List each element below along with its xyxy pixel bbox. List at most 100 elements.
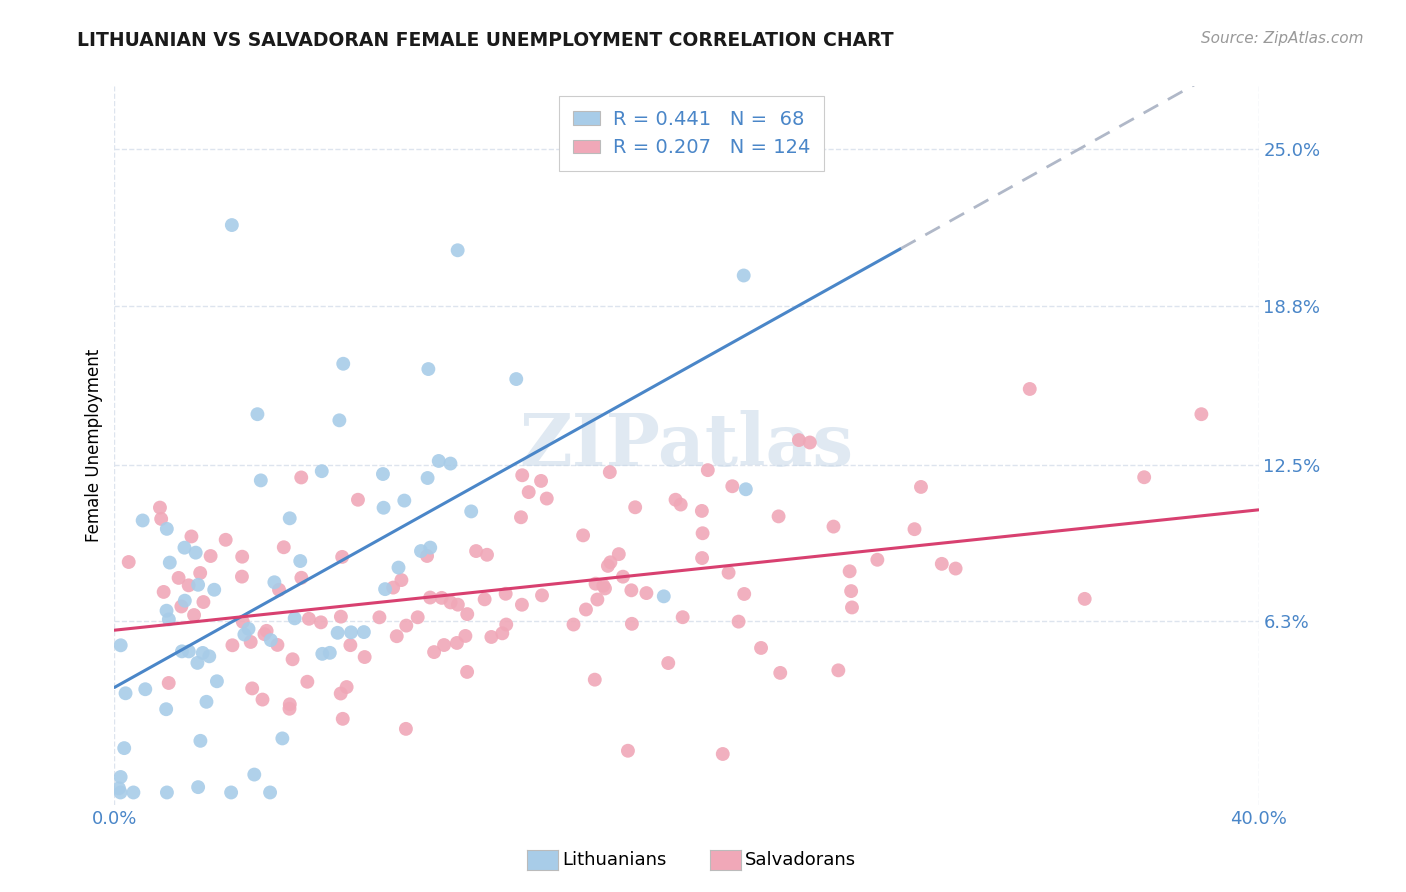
- Point: [419, 541, 441, 555]
- Point: [787, 433, 810, 447]
- Point: [231, 549, 253, 564]
- Point: [652, 590, 675, 604]
- Point: [284, 611, 307, 625]
- Point: [298, 612, 321, 626]
- Point: [733, 587, 755, 601]
- Point: [186, 656, 208, 670]
- Point: [439, 595, 461, 609]
- Point: [447, 244, 470, 258]
- Point: [252, 692, 274, 706]
- Point: [474, 592, 496, 607]
- Point: [184, 546, 207, 560]
- Point: [319, 646, 342, 660]
- Point: [391, 573, 413, 587]
- Point: [297, 674, 319, 689]
- Point: [253, 627, 276, 641]
- Point: [193, 595, 215, 609]
- Point: [177, 578, 200, 592]
- Point: [200, 549, 222, 563]
- Point: [259, 785, 281, 799]
- Point: [232, 615, 254, 629]
- Point: [495, 587, 517, 601]
- Point: [233, 627, 256, 641]
- Point: [263, 575, 285, 590]
- Point: [118, 555, 141, 569]
- Point: [1189, 407, 1212, 421]
- Point: [841, 600, 863, 615]
- Point: [112, 741, 135, 756]
- Point: [416, 471, 439, 485]
- Point: [336, 680, 359, 694]
- Point: [328, 413, 350, 427]
- Point: [278, 698, 301, 712]
- Point: [624, 500, 647, 515]
- Point: [249, 474, 271, 488]
- Point: [353, 625, 375, 640]
- Point: [330, 549, 353, 564]
- Point: [195, 695, 218, 709]
- Point: [260, 633, 283, 648]
- Point: [430, 591, 453, 605]
- Text: Source: ZipAtlas.com: Source: ZipAtlas.com: [1201, 31, 1364, 46]
- Point: [460, 504, 482, 518]
- Point: [155, 604, 177, 618]
- Point: [156, 785, 179, 799]
- Point: [385, 629, 408, 643]
- Point: [239, 635, 262, 649]
- Point: [187, 780, 209, 794]
- Point: [1133, 470, 1156, 484]
- Point: [530, 474, 553, 488]
- Point: [711, 747, 734, 761]
- Point: [439, 457, 461, 471]
- Point: [240, 681, 263, 696]
- Point: [585, 576, 607, 591]
- Point: [157, 676, 180, 690]
- Point: [188, 566, 211, 580]
- Point: [734, 483, 756, 497]
- Point: [406, 610, 429, 624]
- Point: [170, 644, 193, 658]
- Point: [593, 582, 616, 596]
- Point: [596, 558, 619, 573]
- Point: [281, 652, 304, 666]
- Point: [664, 492, 686, 507]
- Point: [278, 702, 301, 716]
- Point: [599, 555, 621, 569]
- Text: Salvadorans: Salvadorans: [745, 851, 856, 869]
- Point: [903, 522, 925, 536]
- Point: [353, 650, 375, 665]
- Point: [827, 664, 849, 678]
- Point: [290, 554, 312, 568]
- Point: [202, 582, 225, 597]
- Point: [267, 582, 290, 597]
- Point: [620, 583, 643, 598]
- Point: [510, 468, 533, 483]
- Point: [373, 500, 395, 515]
- Point: [332, 712, 354, 726]
- Point: [599, 465, 621, 479]
- Point: [271, 731, 294, 746]
- Point: [329, 686, 352, 700]
- Point: [256, 624, 278, 638]
- Point: [167, 571, 190, 585]
- Point: [110, 770, 132, 784]
- Point: [530, 588, 553, 602]
- Y-axis label: Female Unemployment: Female Unemployment: [86, 349, 103, 542]
- Point: [131, 513, 153, 527]
- Point: [690, 504, 713, 518]
- Text: ZIPatlas: ZIPatlas: [519, 410, 853, 481]
- Point: [617, 744, 640, 758]
- Point: [727, 615, 749, 629]
- Point: [371, 467, 394, 481]
- Point: [495, 617, 517, 632]
- Point: [395, 722, 418, 736]
- Point: [562, 617, 585, 632]
- Point: [290, 571, 312, 585]
- Point: [243, 767, 266, 781]
- Point: [1018, 382, 1040, 396]
- Point: [374, 582, 396, 596]
- Point: [721, 479, 744, 493]
- Point: [173, 593, 195, 607]
- Point: [433, 638, 456, 652]
- Point: [945, 561, 967, 575]
